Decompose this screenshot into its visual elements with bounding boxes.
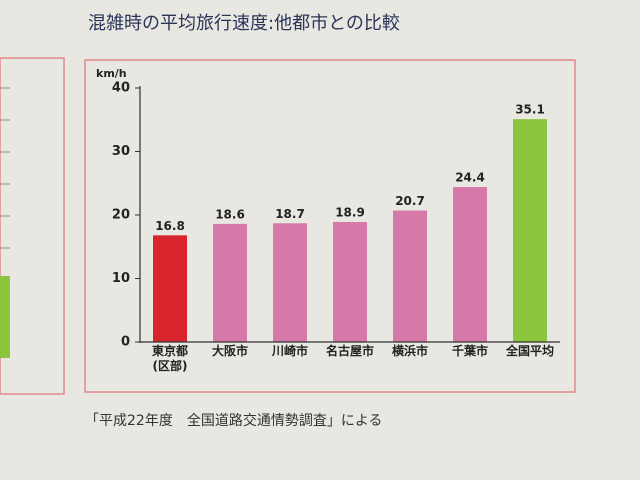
x-tick-label: 名古屋市 — [325, 344, 374, 358]
y-axis-label: km/h — [96, 67, 127, 80]
y-tick-label: 10 — [112, 271, 130, 286]
x-tick-label: 千葉市 — [451, 344, 488, 358]
chart-title: 混雑時の平均旅行速度:他都市との比較 — [88, 13, 400, 34]
bar — [153, 235, 187, 342]
x-tick-label: 横浜市 — [391, 344, 428, 358]
value-label: 24.4 — [455, 171, 485, 185]
x-tick-label: 大阪市 — [211, 344, 248, 358]
bar — [333, 221, 367, 342]
bar — [513, 119, 547, 343]
chart-frame — [84, 59, 576, 393]
value-label: 18.7 — [275, 207, 305, 221]
bar — [213, 223, 247, 342]
bar — [273, 223, 307, 342]
x-tick-label: 全国平均 — [505, 344, 554, 358]
bar — [393, 210, 427, 342]
y-tick-label: 0 — [121, 335, 130, 350]
y-tick-label: 30 — [112, 144, 130, 159]
value-label: 18.6 — [215, 207, 245, 221]
value-label: 18.9 — [335, 205, 365, 219]
value-label: 20.7 — [395, 194, 425, 208]
y-tick-label: 40 — [112, 81, 130, 96]
value-label: 35.1 — [515, 103, 545, 117]
x-tick-label: 東京都 (区部) — [151, 344, 188, 373]
value-label: 16.8 — [155, 219, 185, 233]
y-tick-label: 20 — [112, 208, 130, 223]
neighbor-bar — [0, 276, 10, 358]
bar — [453, 187, 487, 342]
neighbor-panel — [0, 57, 65, 395]
source-note: 「平成22年度 全国道路交通情勢調査」による — [85, 412, 382, 429]
x-tick-label: 川崎市 — [271, 344, 308, 358]
